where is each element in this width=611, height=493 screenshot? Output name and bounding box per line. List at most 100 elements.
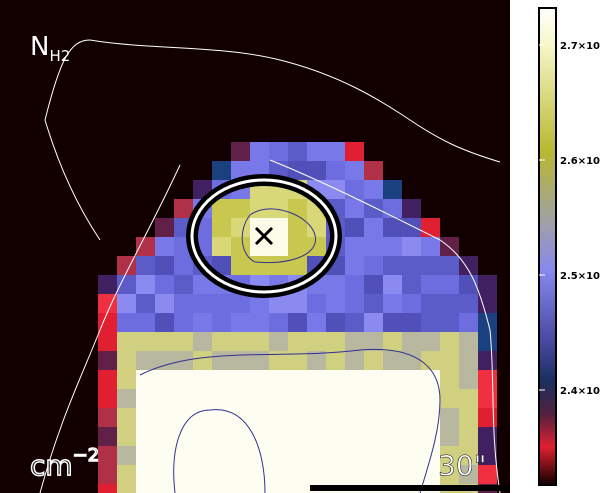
pixel [174,294,193,313]
pixel [421,332,440,351]
pixel [250,484,269,493]
pixel [269,408,288,427]
pixel [307,332,326,351]
pixel [383,180,402,199]
pixel [326,180,345,199]
pixel [155,446,174,465]
pixel [402,256,421,275]
pixel [364,275,383,294]
pixel [421,351,440,370]
pixel [231,256,250,275]
pixel [117,294,136,313]
pixel [269,446,288,465]
pixel [345,313,364,332]
pixel [288,465,307,484]
pixel [288,199,307,218]
pixel [212,427,231,446]
pixel [250,370,269,389]
pixel [250,427,269,446]
colorbar-ticks: 2.7×10 2.6×10 2.5×10 2.4×10 [539,41,600,397]
pixel [402,332,421,351]
pixel [383,294,402,313]
pixel [402,313,421,332]
pixel [364,313,383,332]
pixel [440,332,459,351]
pixel [421,408,440,427]
pixel [136,465,155,484]
pixel [345,218,364,237]
pixel [193,351,212,370]
pixel [98,389,117,408]
pixel [269,427,288,446]
pixel [193,446,212,465]
pixel [345,408,364,427]
pixel [364,332,383,351]
pixel [459,256,478,275]
pixel [155,294,174,313]
pixel [98,408,117,427]
pixel [174,332,193,351]
pixel [307,218,326,237]
pixel [98,351,117,370]
pixel [402,465,421,484]
pixel [288,332,307,351]
pixel [402,294,421,313]
pixel [288,484,307,493]
pixel [364,180,383,199]
pixel [345,142,364,161]
pixel [421,370,440,389]
pixel [250,446,269,465]
pixel [231,370,250,389]
pixel [250,408,269,427]
pixel [212,370,231,389]
pixel [212,294,231,313]
pixel [364,256,383,275]
pixel [345,161,364,180]
pixel [288,446,307,465]
pixel [193,313,212,332]
pixel [269,370,288,389]
pixel [117,313,136,332]
pixel [231,313,250,332]
pixel [440,313,459,332]
pixel [364,446,383,465]
pixel [421,294,440,313]
pixel [383,275,402,294]
pixel [478,294,497,313]
pixel [478,370,497,389]
pixel [402,351,421,370]
pixel [440,408,459,427]
pixel [402,199,421,218]
pixel [174,370,193,389]
pixel [117,427,136,446]
pixel [155,351,174,370]
pixel [383,332,402,351]
pixel [155,332,174,351]
pixel [212,446,231,465]
pixel [307,446,326,465]
pixel [174,389,193,408]
contours [39,39,501,493]
pixel [136,351,155,370]
pixel [326,408,345,427]
pixel [288,427,307,446]
pixel [440,427,459,446]
pixel [250,142,269,161]
pixel [326,389,345,408]
pixel [288,142,307,161]
pixel [459,294,478,313]
pixel [478,465,497,484]
pixel [288,389,307,408]
pixel [459,275,478,294]
pixel [98,446,117,465]
pixel [288,161,307,180]
pixel [231,427,250,446]
pixel [364,370,383,389]
pixel [117,389,136,408]
pixel [269,199,288,218]
pixel [345,332,364,351]
pixel [288,351,307,370]
pixel [345,351,364,370]
unit-label: cm−2 [30,445,99,482]
pixel [231,408,250,427]
